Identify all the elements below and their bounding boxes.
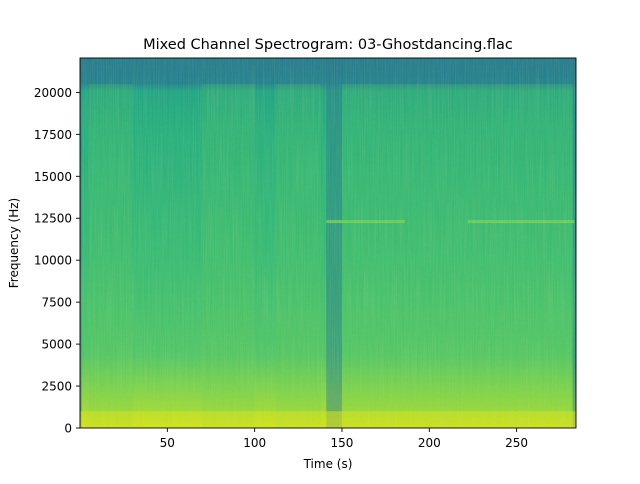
chart-title: Mixed Channel Spectrogram: 03-Ghostdanci… xyxy=(143,37,513,53)
x-tick-label: 200 xyxy=(418,436,441,450)
x-tick-label: 250 xyxy=(505,436,528,450)
x-tick-label: 50 xyxy=(160,436,175,450)
spectrogram-texture xyxy=(80,58,576,428)
y-tick-label: 17500 xyxy=(34,128,72,142)
y-tick-label: 15000 xyxy=(34,170,72,184)
axes xyxy=(79,57,577,429)
y-tick-label: 2500 xyxy=(41,380,72,394)
y-axis-ticks: 0 2500 5000 7500 10000 12500 15000 17500 20000 xyxy=(34,86,80,436)
y-axis-label: Frequency (Hz) xyxy=(7,198,21,289)
y-tick-label: 5000 xyxy=(41,338,72,352)
x-axis-ticks: 50 100 150 200 250 xyxy=(160,428,528,450)
x-axis-label: Time (s) xyxy=(303,457,353,471)
x-tick-label: 150 xyxy=(331,436,354,450)
y-tick-label: 12500 xyxy=(34,212,72,226)
spectrogram-image xyxy=(80,58,576,428)
y-tick-label: 10000 xyxy=(34,254,72,268)
y-tick-label: 7500 xyxy=(41,296,72,310)
x-tick-label: 100 xyxy=(243,436,266,450)
y-tick-label: 20000 xyxy=(34,86,72,100)
y-tick-label: 0 xyxy=(64,422,72,436)
plot-frame xyxy=(79,57,577,429)
